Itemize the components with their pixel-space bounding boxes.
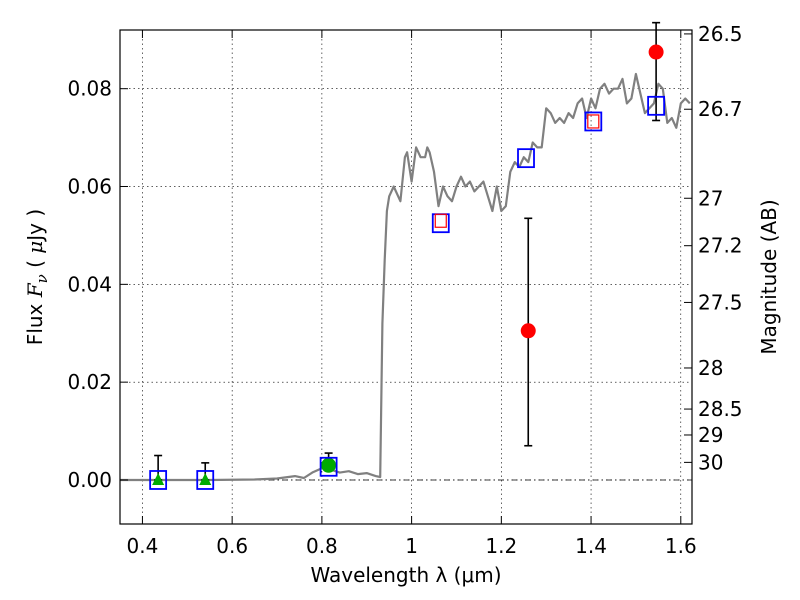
right-tick-label: 27.5 (698, 290, 743, 314)
right-tick-label: 27 (698, 186, 723, 210)
right-tick-label: 28.5 (698, 397, 743, 421)
y-tick-labels: 0.00 0.02 0.04 0.06 0.08 (67, 77, 112, 492)
grid-lines (120, 30, 692, 524)
y-tick-label: 0.00 (67, 468, 112, 492)
right-tick-label: 26.7 (698, 97, 743, 121)
photometry-square (587, 114, 600, 129)
model-photometry-square (149, 470, 168, 490)
x-tick-label: 0.8 (306, 534, 338, 558)
x-tick-label: 1.6 (665, 534, 697, 558)
right-tick-label: 28 (698, 356, 723, 380)
model-photometry-square (647, 95, 666, 116)
x-tick-label: 0.4 (127, 534, 159, 558)
x-axis-label: Wavelength λ (μm) (310, 563, 501, 587)
right-tick-label: 27.2 (698, 234, 743, 258)
x-tick-labels: 0.4 0.6 0.8 1 1.2 1.4 1.6 (127, 534, 697, 558)
axis-ticks (120, 30, 692, 524)
right-tick-label: 30 (698, 450, 723, 474)
model-photometry-square (319, 456, 338, 477)
right-tick-label: 29 (698, 423, 723, 447)
upper-limit-triangle (152, 472, 165, 485)
x-tick-label: 1 (405, 534, 418, 558)
x-tick-label: 1.4 (575, 534, 607, 558)
low-sn-point (321, 457, 337, 473)
data-markers (149, 44, 666, 490)
model-photometry-square (517, 148, 535, 169)
right-axis-label: Magnitude (AB) (757, 199, 781, 354)
y-tick-label: 0.08 (67, 77, 112, 101)
x-tick-label: 1.2 (485, 534, 517, 558)
right-tick-labels: 26.5 26.7 27 27.2 27.5 28 28.529 30 (698, 22, 743, 474)
right-tick-label: 26.5 (698, 22, 743, 46)
model-photometry-square (584, 111, 603, 132)
spectrum-line (120, 72, 691, 482)
photometry-square (434, 213, 447, 228)
y-tick-label: 0.06 (67, 175, 112, 199)
plot-frame (119, 29, 693, 525)
error-bars (154, 21, 661, 481)
y-tick-label: 0.04 (67, 272, 112, 296)
x-tick-label: 0.6 (216, 534, 248, 558)
model-spectrum (120, 72, 691, 482)
model-photometry-square (196, 470, 215, 490)
detection-point (648, 44, 664, 60)
upper-limit-triangle (199, 472, 212, 485)
y-axis-label: Flux Fν ( μJy ) (23, 209, 51, 345)
y-tick-label: 0.02 (67, 370, 112, 394)
detection-point (520, 323, 536, 339)
